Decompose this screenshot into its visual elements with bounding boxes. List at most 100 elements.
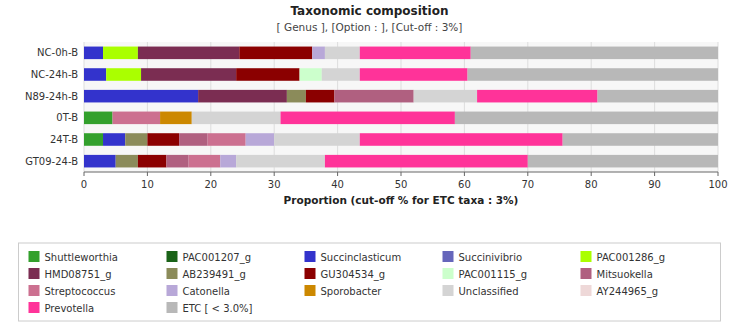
legend-swatch bbox=[29, 302, 40, 313]
bar-segment bbox=[246, 133, 275, 146]
tick-mark bbox=[718, 172, 719, 176]
legend-label: Streptococcus bbox=[45, 286, 116, 297]
legend-label: Prevotella bbox=[45, 303, 95, 314]
legend-swatch bbox=[167, 251, 178, 262]
bar-segment bbox=[360, 68, 468, 81]
bar-segment bbox=[236, 155, 325, 168]
bar-segment bbox=[198, 90, 287, 103]
legend-swatch bbox=[167, 285, 178, 296]
bar-segment bbox=[106, 68, 141, 81]
x-axis-label: Proportion (cut-off % for ETC taxa : 3%) bbox=[284, 194, 519, 206]
bar-segment bbox=[166, 155, 188, 168]
legend-swatch bbox=[29, 251, 40, 262]
grid-line bbox=[210, 42, 211, 172]
category-label: N89-24h-B bbox=[25, 91, 78, 102]
tick-mark bbox=[464, 172, 465, 176]
grid-line bbox=[84, 42, 85, 172]
bar-segment bbox=[528, 155, 718, 168]
bar-segment bbox=[598, 90, 718, 103]
legend-label: PAC001207_g bbox=[183, 252, 252, 264]
bar-segment bbox=[138, 155, 167, 168]
bar-segment bbox=[325, 47, 360, 60]
bar-segment bbox=[300, 68, 322, 81]
legend-swatch bbox=[305, 285, 316, 296]
bar-segment bbox=[192, 112, 281, 125]
bar-segment bbox=[312, 47, 325, 60]
legend-box bbox=[19, 243, 721, 321]
tick-mark bbox=[591, 172, 592, 176]
bar-segment bbox=[360, 133, 563, 146]
bar-segment bbox=[103, 133, 125, 146]
bar-segment bbox=[468, 68, 718, 81]
tick-mark bbox=[147, 172, 148, 176]
legend-label: AB239491_g bbox=[183, 269, 246, 281]
grid-line bbox=[654, 42, 655, 172]
bar-segment bbox=[208, 133, 246, 146]
legend-label: Shuttleworthia bbox=[45, 252, 118, 263]
tick-label: 20 bbox=[204, 179, 217, 190]
tick-label: 60 bbox=[458, 179, 471, 190]
grid-line bbox=[527, 42, 528, 172]
legend-label: Catonella bbox=[183, 286, 230, 297]
tick-label: 30 bbox=[268, 179, 281, 190]
tick-label: 70 bbox=[521, 179, 534, 190]
bar-segment bbox=[84, 47, 103, 60]
legend-label: PAC001286_g bbox=[597, 252, 666, 264]
legend-swatch bbox=[29, 268, 40, 279]
bar-segment bbox=[274, 133, 360, 146]
tick-label: 100 bbox=[708, 179, 727, 190]
legend-swatch bbox=[581, 251, 592, 262]
x-axis-line bbox=[84, 172, 718, 173]
bar-segment bbox=[147, 133, 179, 146]
subtitle: [ Genus ], [Option : ], [Cut-off : 3%] bbox=[277, 21, 463, 33]
grid-line bbox=[274, 42, 275, 172]
grid-line bbox=[401, 42, 402, 172]
legend-swatch bbox=[581, 268, 592, 279]
bar-segment bbox=[84, 112, 113, 125]
bar-segment bbox=[84, 133, 103, 146]
grid-line bbox=[147, 42, 148, 172]
legend-label: Sporobacter bbox=[321, 286, 383, 297]
grid-line bbox=[337, 42, 338, 172]
tick-mark bbox=[654, 172, 655, 176]
legend-swatch bbox=[167, 302, 178, 313]
tick-label: 50 bbox=[395, 179, 408, 190]
bar-segment bbox=[281, 112, 455, 125]
bar-segment bbox=[103, 47, 138, 60]
tick-mark bbox=[210, 172, 211, 176]
bar-segment bbox=[306, 90, 335, 103]
bar-segment bbox=[125, 133, 147, 146]
legend-swatch bbox=[443, 268, 454, 279]
bar-segment bbox=[220, 155, 236, 168]
legend-label: GU304534_g bbox=[321, 269, 386, 281]
tick-label: 90 bbox=[648, 179, 661, 190]
legend-label: AY244965_g bbox=[597, 286, 659, 298]
category-label: 0T-B bbox=[56, 112, 78, 123]
legend-swatch bbox=[581, 285, 592, 296]
plot-area bbox=[84, 42, 718, 172]
bar-segment bbox=[160, 112, 192, 125]
tick-mark bbox=[84, 172, 85, 176]
legend-label: PAC001115_g bbox=[459, 269, 528, 281]
bar-segment bbox=[334, 90, 413, 103]
bar-segment bbox=[116, 155, 138, 168]
category-label: NC-24h-B bbox=[31, 69, 78, 80]
bars bbox=[84, 47, 718, 168]
tick-mark bbox=[401, 172, 402, 176]
bar-segment bbox=[189, 155, 221, 168]
legend-swatch bbox=[29, 285, 40, 296]
bar-segment bbox=[84, 155, 116, 168]
bar-segment bbox=[414, 90, 477, 103]
legend-swatch bbox=[305, 268, 316, 279]
bar-segment bbox=[138, 47, 239, 60]
legend-swatch bbox=[443, 285, 454, 296]
legend-swatch bbox=[167, 268, 178, 279]
bar-segment bbox=[287, 90, 306, 103]
legend-label: HMD08751_g bbox=[45, 269, 112, 281]
tick-label: 10 bbox=[141, 179, 154, 190]
tick-mark bbox=[527, 172, 528, 176]
bar-segment bbox=[477, 90, 597, 103]
legend-label: Succinivibrio bbox=[459, 252, 523, 263]
bar-segment bbox=[84, 90, 198, 103]
title: Taxonomic composition bbox=[290, 4, 448, 18]
